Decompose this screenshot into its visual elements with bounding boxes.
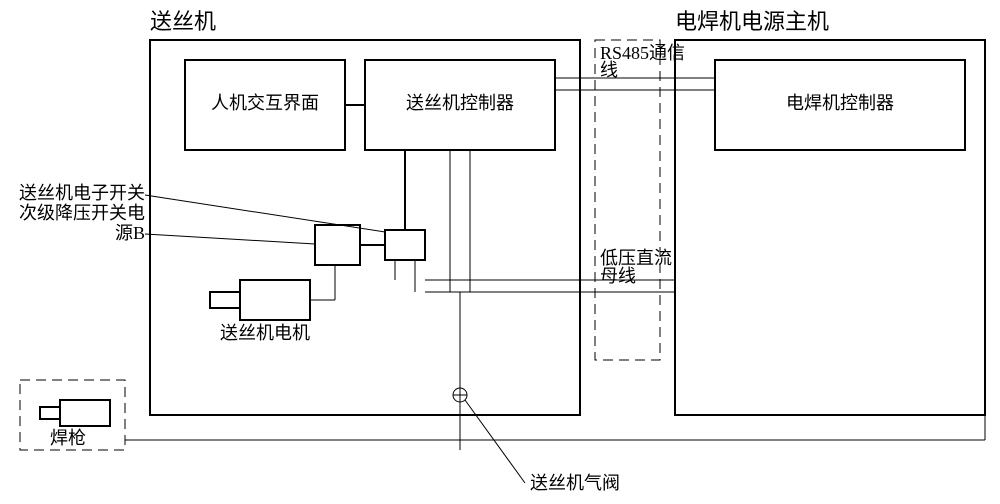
label-rs485-2: 线 — [600, 60, 618, 80]
leader-valve — [465, 400, 525, 483]
label-valve: 送丝机气阀 — [530, 473, 620, 493]
label-buck-b-2: 源B — [115, 223, 145, 243]
weld-gun-shaft — [40, 407, 60, 419]
block-hmi-label: 人机交互界面 — [211, 93, 319, 113]
cable-route-box — [595, 40, 660, 360]
motor-shaft — [210, 292, 240, 308]
block-buck-supply-b — [315, 225, 360, 265]
leader-elec-sw — [145, 195, 385, 232]
block-electronic-switch — [385, 230, 425, 260]
label-lvbus: 低压直流 — [600, 248, 672, 268]
label-motor: 送丝机电机 — [220, 323, 310, 343]
block-feed-controller-label: 送丝机控制器 — [406, 93, 514, 113]
label-gun: 焊枪 — [50, 428, 86, 448]
label-elec-switch: 送丝机电子开关 — [19, 183, 145, 203]
label-lvbus-2: 母线 — [600, 266, 636, 286]
title-power-host: 电焊机电源主机 — [675, 9, 829, 34]
label-buck-b-1: 次级降压开关电 — [19, 203, 145, 223]
weld-gun-body — [60, 400, 110, 426]
block-weld-controller-label: 电焊机控制器 — [786, 93, 894, 113]
motor-body — [240, 280, 310, 320]
leader-buck-b — [145, 234, 315, 244]
title-wire-feeder: 送丝机 — [150, 9, 216, 34]
